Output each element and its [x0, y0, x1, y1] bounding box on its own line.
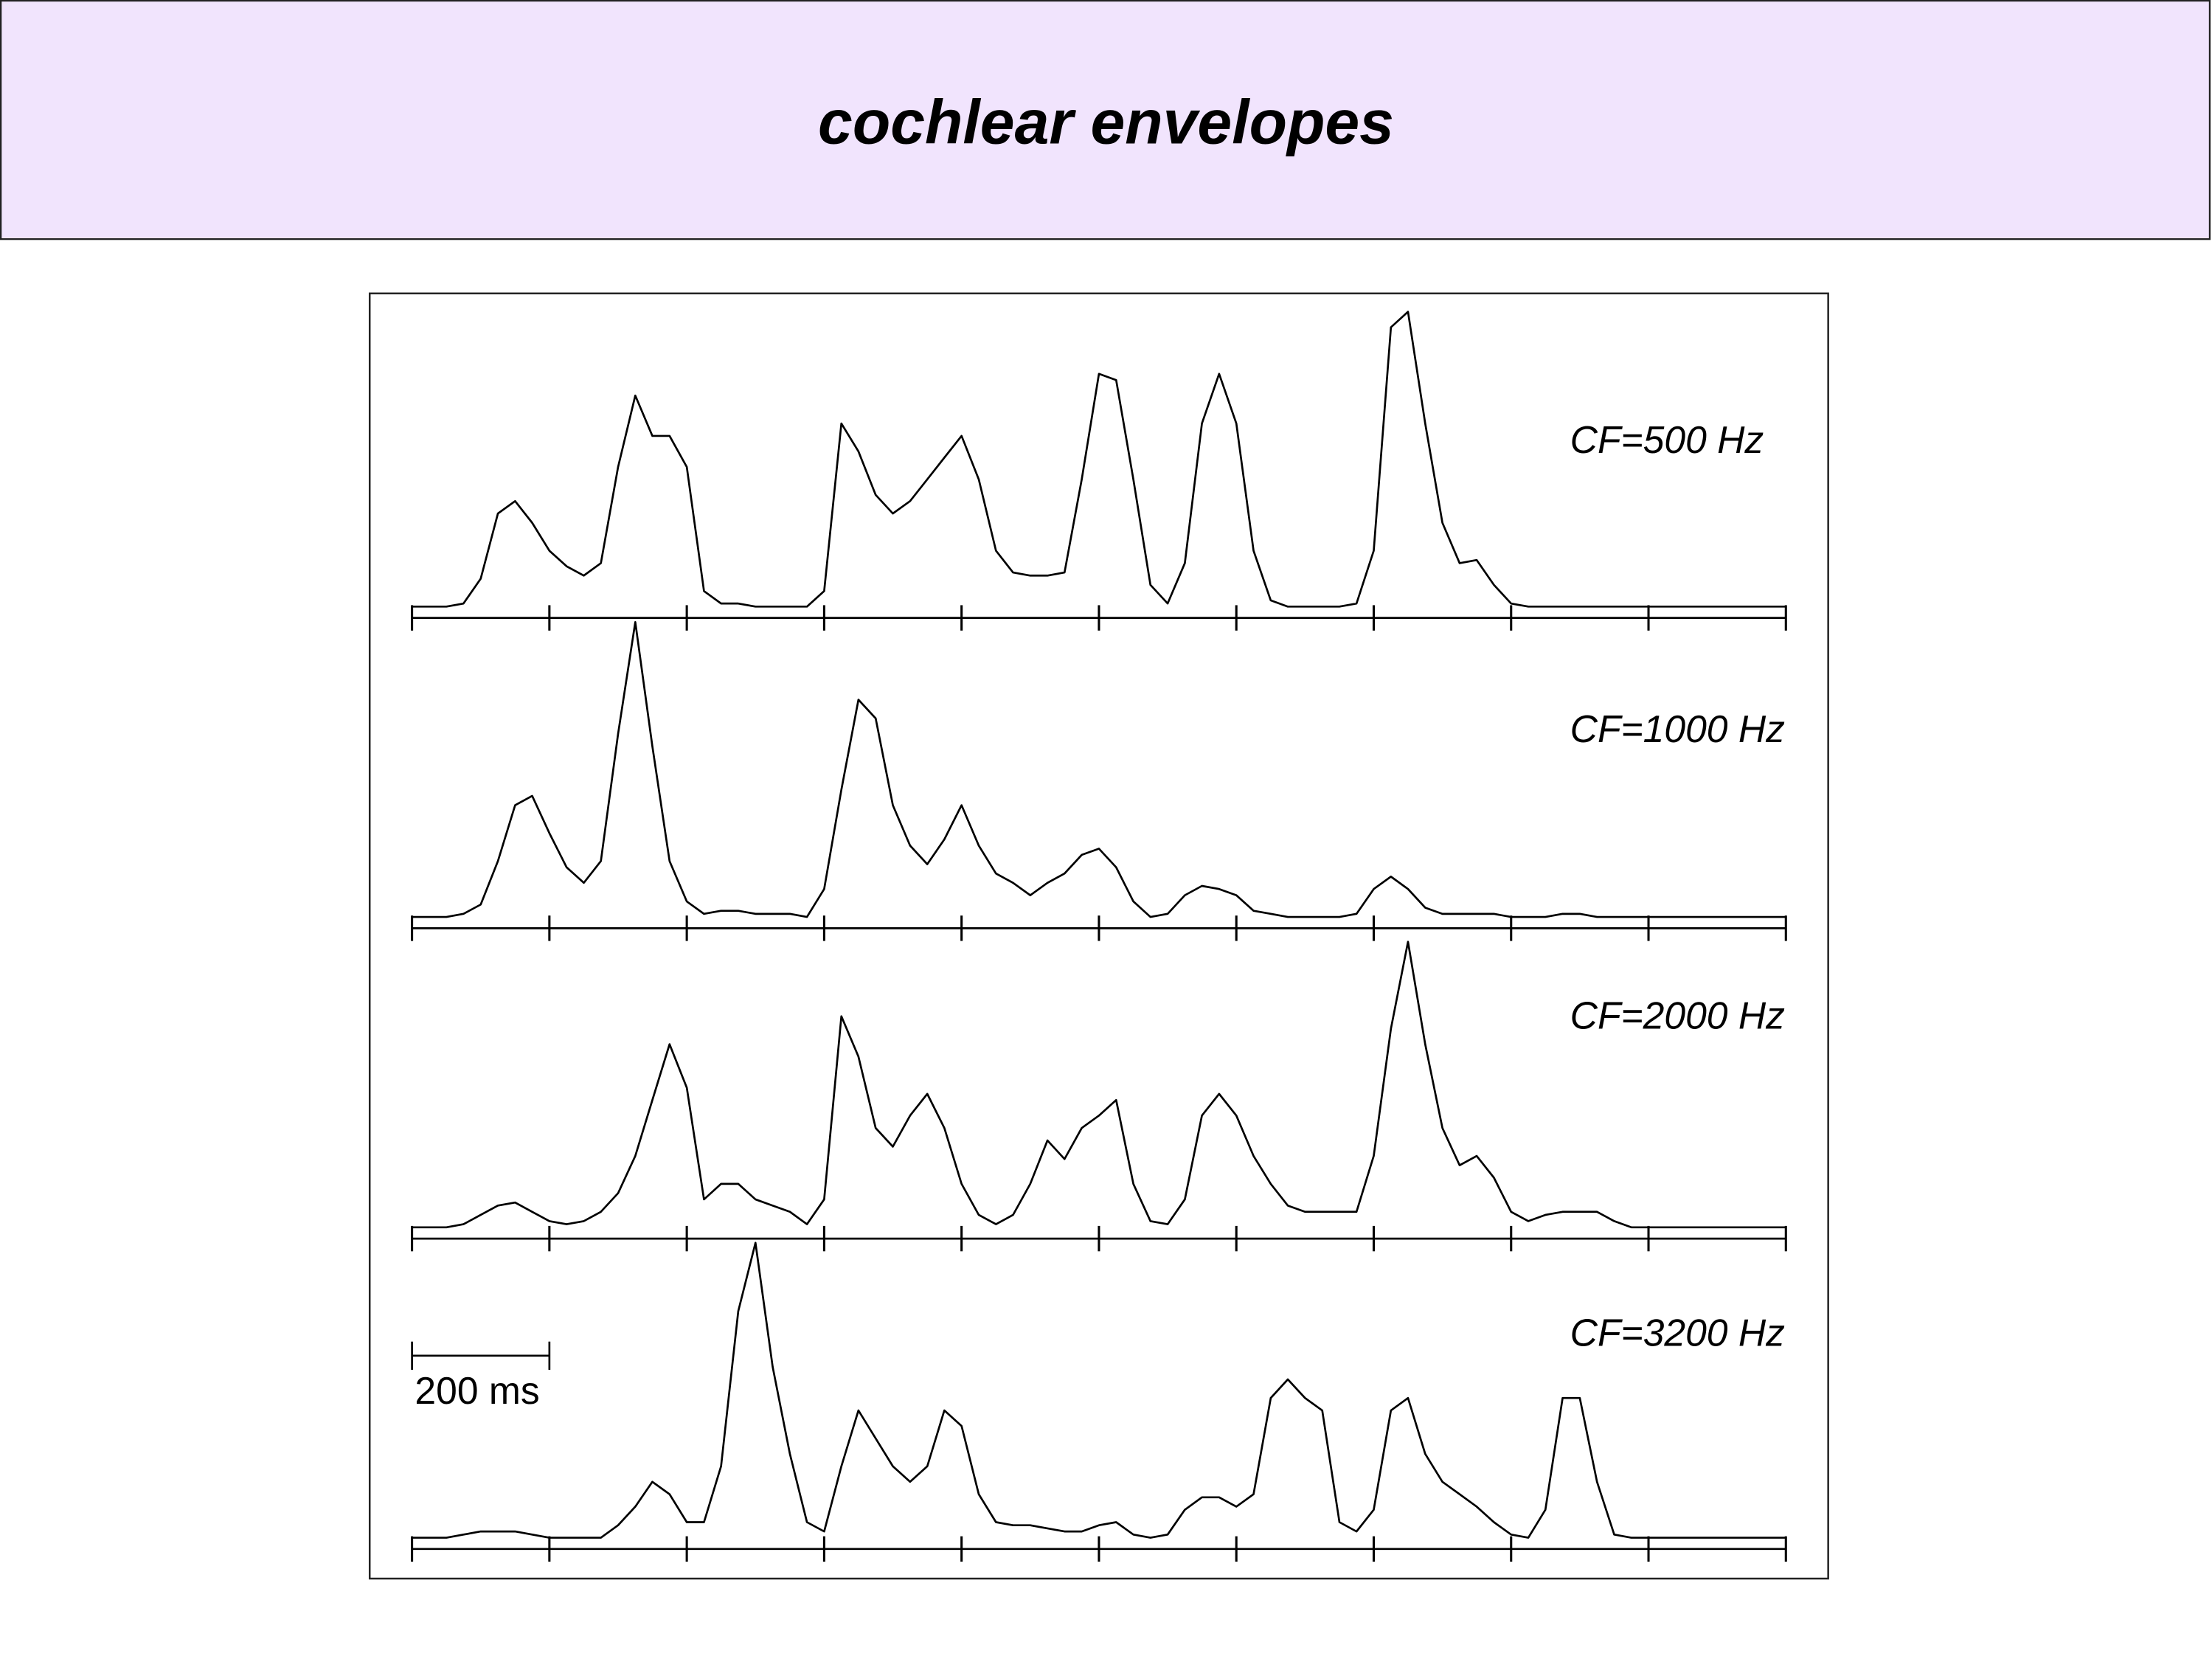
panel-label: CF=500 Hz	[1570, 418, 1764, 461]
panel-label: CF=2000 Hz	[1570, 994, 1785, 1036]
plot-frame	[368, 292, 1829, 1580]
scale-bar-label: 200 ms	[415, 1369, 539, 1412]
header-band	[0, 0, 2211, 240]
panel-label: CF=3200 Hz	[1570, 1312, 1785, 1354]
envelope-line	[412, 311, 1786, 608]
envelope-line	[412, 621, 1786, 918]
envelope-line	[412, 941, 1786, 1229]
chart-title: cochlear envelopes	[818, 87, 1394, 156]
envelope-line	[412, 1241, 1786, 1539]
panel-label: CF=1000 Hz	[1570, 707, 1785, 750]
